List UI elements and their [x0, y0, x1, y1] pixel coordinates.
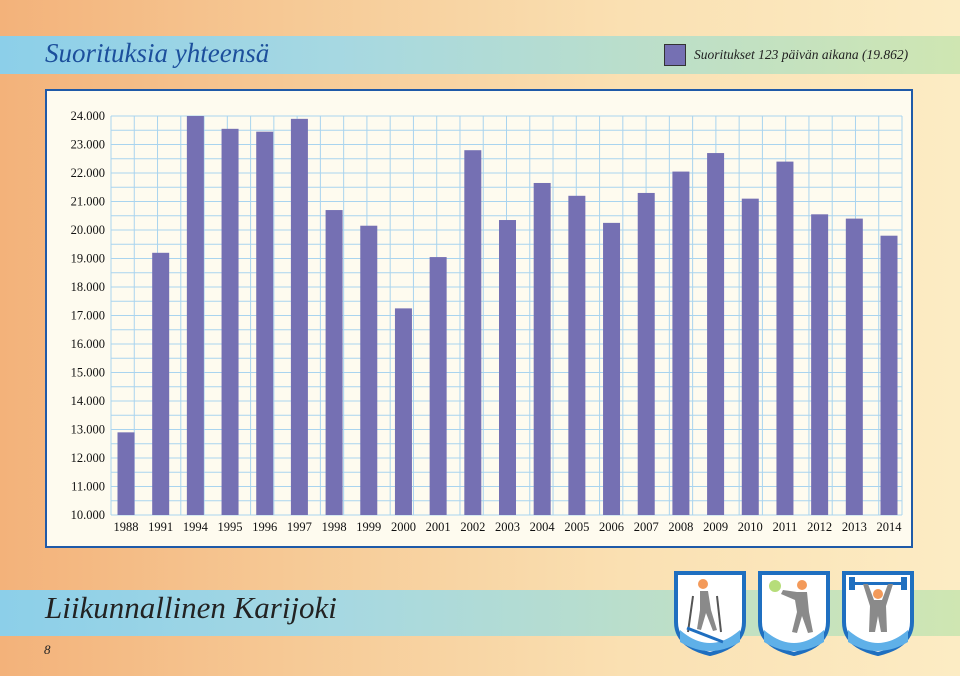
bar-2002: [464, 150, 482, 515]
bar-2003: [499, 220, 516, 515]
bar-2012: [811, 214, 829, 515]
y-tick-label: 16.000: [71, 337, 105, 351]
bar-2007: [637, 192, 655, 515]
bar-2008: [672, 171, 690, 515]
bar-2000: [394, 308, 412, 515]
y-tick-label: 17.000: [71, 309, 105, 323]
x-tick-label: 1991: [148, 520, 173, 534]
x-tick-label: 2003: [495, 520, 520, 534]
x-tick-label: 2011: [773, 520, 798, 534]
x-tick-label: 2012: [807, 520, 832, 534]
x-tick-label: 1997: [287, 520, 312, 534]
bar-2009: [707, 153, 725, 516]
bar-1998: [325, 210, 343, 516]
chart-frame: 10.000 11.000 12.000 13.000 14.000 15.000 16.0…: [45, 89, 913, 548]
x-tick-label: 2004: [530, 520, 556, 534]
x-tick-label: 1995: [218, 520, 243, 534]
x-tick-label: 2001: [426, 520, 451, 534]
legend-label: Suoritukset 123 päivän aikana (19.862): [694, 47, 909, 62]
legend-swatch: [664, 44, 686, 66]
bar-2005: [568, 195, 586, 516]
y-tick-label: 19.000: [71, 252, 105, 266]
x-tick-label: 2005: [564, 520, 589, 534]
y-tick-label: 11.000: [71, 480, 105, 494]
y-tick-label: 10.000: [71, 508, 105, 522]
bar-1991: [152, 252, 170, 516]
x-tick-label: 2010: [738, 520, 763, 534]
y-tick-label: 21.000: [71, 195, 105, 209]
bar-2006: [603, 222, 621, 515]
y-tick-label: 14.000: [71, 394, 105, 408]
bar-1997: [290, 118, 308, 515]
x-tick-label: 2014: [877, 520, 903, 534]
x-tick-label: 1994: [183, 520, 209, 534]
y-tick-label: 15.000: [71, 366, 105, 380]
x-tick-label: 1996: [252, 520, 277, 534]
y-tick-label: 23.000: [71, 138, 105, 152]
x-tick-label: 2000: [391, 520, 416, 534]
bar-chart: 10.000 11.000 12.000 13.000 14.000 15.000 16.0…: [71, 109, 903, 534]
bar-1996: [256, 131, 274, 516]
x-tick-label: 1998: [322, 520, 347, 534]
y-tick-label: 18.000: [71, 280, 105, 294]
x-tick-label: 2008: [668, 520, 693, 534]
bar-2001: [429, 257, 447, 515]
title-band: [0, 36, 960, 74]
bar-2014: [880, 235, 898, 515]
bar-2013: [845, 218, 863, 515]
y-tick-label: 12.000: [71, 451, 105, 465]
y-tick-label: 24.000: [71, 109, 105, 123]
bar-1994: [186, 116, 204, 515]
page-title: Suorituksia yhteensä: [45, 38, 270, 68]
x-tick-label: 1988: [114, 520, 139, 534]
x-tick-label: 2009: [703, 520, 728, 534]
weightlifter-icon: [842, 571, 914, 656]
x-tick-label: 2007: [634, 520, 659, 534]
footer-title: Liikunnallinen Karijoki: [45, 590, 337, 625]
x-tick-label: 2006: [599, 520, 624, 534]
bar-2004: [533, 182, 551, 515]
y-tick-label: 22.000: [71, 166, 105, 180]
bar-2011: [776, 161, 794, 515]
bar-1995: [221, 128, 239, 515]
y-tick-label: 13.000: [71, 423, 105, 437]
x-tick-label: 2013: [842, 520, 867, 534]
bar-1999: [360, 225, 378, 515]
bar-2010: [741, 198, 759, 515]
page-number: 8: [44, 642, 51, 657]
golfer-icon: [758, 571, 830, 656]
bar-1988: [117, 432, 135, 515]
skier-icon: [674, 571, 746, 656]
x-tick-label: 2002: [460, 520, 485, 534]
x-tick-label: 1999: [356, 520, 381, 534]
y-tick-label: 20.000: [71, 223, 105, 237]
chart-legend: Suoritukset 123 päivän aikana (19.862): [664, 44, 908, 66]
